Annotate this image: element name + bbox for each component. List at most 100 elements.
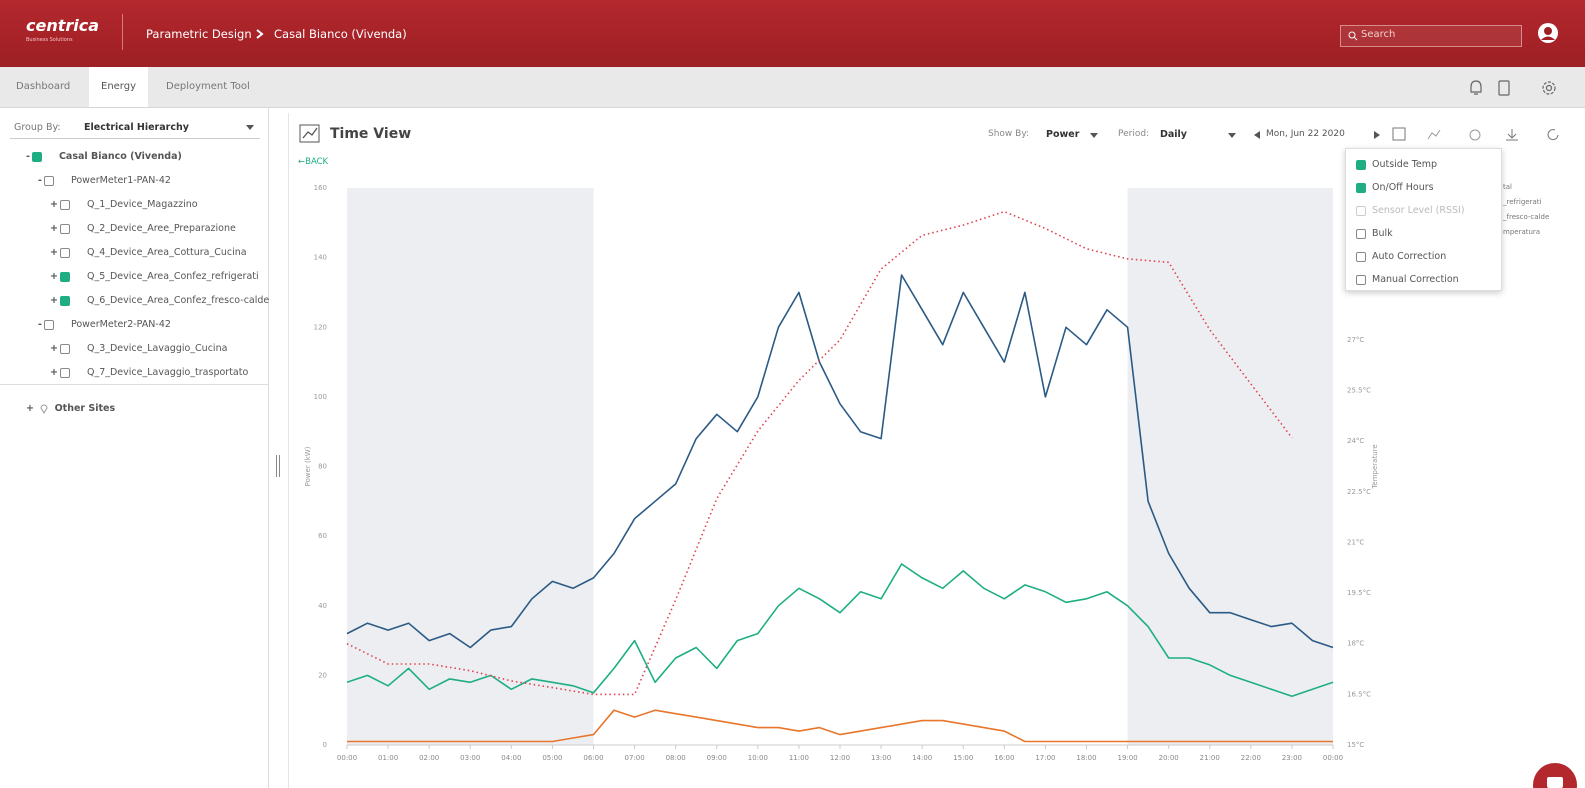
checkbox-checked[interactable] <box>31 151 42 162</box>
node-label: PowerMeter1-PAN-42 <box>70 175 171 186</box>
checkbox <box>1356 228 1366 239</box>
y-tick-label: 60 <box>318 532 327 540</box>
tab[interactable]: Deployment Tool <box>166 81 250 92</box>
tree-row[interactable]: + Q_6_Device_Area_Confez_fresco-calde <box>50 291 305 311</box>
next-date[interactable] <box>1374 131 1380 139</box>
settings-icon-center <box>1545 84 1553 92</box>
tree-row[interactable]: + Q_5_Device_Area_Confez_refrigerati <box>50 267 305 287</box>
refresh-icon[interactable] <box>1547 129 1559 141</box>
node-label: Q_5_Device_Area_Confez_refrigerati <box>86 271 259 282</box>
checkbox-checked[interactable] <box>59 295 70 306</box>
checkbox[interactable] <box>59 199 70 210</box>
x-tick-label: 09:00 <box>707 754 727 762</box>
separator <box>10 138 260 139</box>
node-label: Q_2_Device_Aree_Preparazione <box>86 223 236 234</box>
checkbox <box>1356 205 1366 216</box>
tab[interactable]: Dashboard <box>16 81 71 92</box>
dropdown-caret[interactable] <box>246 125 254 131</box>
tab-active[interactable]: Energy <box>89 67 149 107</box>
y2-axis-label: Temperature <box>1371 444 1379 489</box>
other-sites[interactable]: + Other Sites <box>26 399 281 419</box>
search-box[interactable]: Search <box>1340 25 1522 47</box>
show-by-label: Show By: <box>988 129 1030 139</box>
brand[interactable]: centrica <box>26 16 100 35</box>
checkbox[interactable] <box>43 175 54 186</box>
show-by-value[interactable]: Power <box>1046 129 1080 140</box>
tree-row[interactable]: - PowerMeter1-PAN-42 <box>38 171 293 191</box>
tree-row[interactable]: + Q_7_Device_Lavaggio_trasportato <box>50 363 305 383</box>
expand-sign[interactable]: - <box>26 151 30 162</box>
checkbox-checked[interactable] <box>59 271 70 282</box>
layers-menu: Outside Temp On/Off Hours Sensor Level (RS… <box>1345 148 1502 291</box>
y2-tick-label: 27°C <box>1347 336 1364 344</box>
tree-row[interactable]: + Q_2_Device_Aree_Preparazione <box>50 219 305 239</box>
node-label: Q_7_Device_Lavaggio_trasportato <box>86 367 249 378</box>
tree-row[interactable]: + Q_1_Device_Magazzino <box>50 195 305 215</box>
checkbox[interactable] <box>59 223 70 234</box>
breadcrumb-chevron <box>256 29 264 39</box>
bell-icon[interactable] <box>1470 80 1482 95</box>
menu-item[interactable]: Manual Correction <box>1354 269 1459 291</box>
sidebar: Group By: Electrical Hierarchy - Casal Bi… <box>0 108 269 788</box>
menu-label: Outside Temp <box>1372 159 1438 170</box>
tree-row[interactable]: + Q_3_Device_Lavaggio_Cucina <box>50 339 305 359</box>
x-tick-label: 06:00 <box>583 754 603 762</box>
checkbox <box>1356 274 1366 285</box>
dropdown-caret[interactable] <box>1090 133 1098 139</box>
menu-item[interactable]: Outside Temp <box>1354 154 1437 176</box>
expand-sign[interactable]: - <box>38 175 42 186</box>
breadcrumb-1[interactable]: Parametric Design <box>146 27 252 41</box>
x-tick-label: 14:00 <box>912 754 932 762</box>
group-by-value[interactable]: Electrical Hierarchy <box>84 122 189 133</box>
checkbox[interactable] <box>59 343 70 354</box>
x-tick-label: 00:00 <box>1323 754 1343 762</box>
back-link[interactable]: ←BACK <box>298 157 329 167</box>
checkbox[interactable] <box>59 247 70 258</box>
chart-type-icon[interactable] <box>1427 129 1441 140</box>
download-icon[interactable] <box>1506 129 1518 141</box>
tree-row[interactable]: + Q_4_Device_Area_Cottura_Cucina <box>50 243 305 263</box>
checkbox[interactable] <box>43 319 54 330</box>
expand-sign[interactable]: + <box>26 403 34 414</box>
expand-sign[interactable]: + <box>50 223 58 234</box>
expand-sign[interactable]: + <box>50 367 58 378</box>
menu-label: Manual Correction <box>1372 274 1459 285</box>
node-label: Q_3_Device_Lavaggio_Cucina <box>86 343 228 354</box>
breadcrumb-2: Casal Bianco (Vivenda) <box>274 27 407 41</box>
expand-sign[interactable]: + <box>50 295 58 306</box>
expand-sign[interactable]: + <box>50 343 58 354</box>
tree-row[interactable]: - Casal Bianco (Vivenda) <box>26 147 281 167</box>
expand-sign[interactable]: - <box>38 319 42 330</box>
off-hours-band <box>347 188 594 745</box>
expand-sign[interactable]: + <box>50 199 58 210</box>
y2-tick-label: 24°C <box>1347 437 1364 445</box>
expand-sign[interactable]: + <box>50 271 58 282</box>
resize-handle[interactable] <box>276 455 280 477</box>
node-label: PowerMeter2-PAN-42 <box>70 319 171 330</box>
y2-tick-label: 21°C <box>1347 538 1364 546</box>
tree-row[interactable]: - PowerMeter2-PAN-42 <box>38 315 293 335</box>
panel-title: Time View <box>330 126 412 142</box>
menu-item[interactable]: Bulk <box>1354 223 1393 245</box>
prev-date[interactable] <box>1254 131 1260 139</box>
menu-item[interactable]: Auto Correction <box>1354 246 1446 268</box>
toolbar-icons <box>1392 127 1559 141</box>
period-value[interactable]: Daily <box>1160 129 1188 140</box>
x-tick-label: 03:00 <box>460 754 480 762</box>
chat-button[interactable] <box>1525 755 1585 788</box>
layers-icon[interactable] <box>1469 129 1481 141</box>
menu-label: Auto Correction <box>1372 251 1447 262</box>
dropdown-caret[interactable] <box>1228 133 1236 139</box>
time-view-icon <box>299 124 320 143</box>
calendar-icon[interactable] <box>1392 127 1406 141</box>
clipboard-icon[interactable] <box>1498 80 1510 96</box>
legend-label: _refrigerati <box>1502 198 1541 206</box>
user-avatar[interactable] <box>1537 22 1559 44</box>
checkbox[interactable] <box>59 367 70 378</box>
search-icon <box>1348 31 1358 41</box>
settings-icon[interactable] <box>1542 81 1556 95</box>
x-tick-label: 08:00 <box>666 754 686 762</box>
expand-sign[interactable]: + <box>50 247 58 258</box>
divider <box>122 14 123 50</box>
menu-item[interactable]: On/Off Hours <box>1354 177 1434 199</box>
